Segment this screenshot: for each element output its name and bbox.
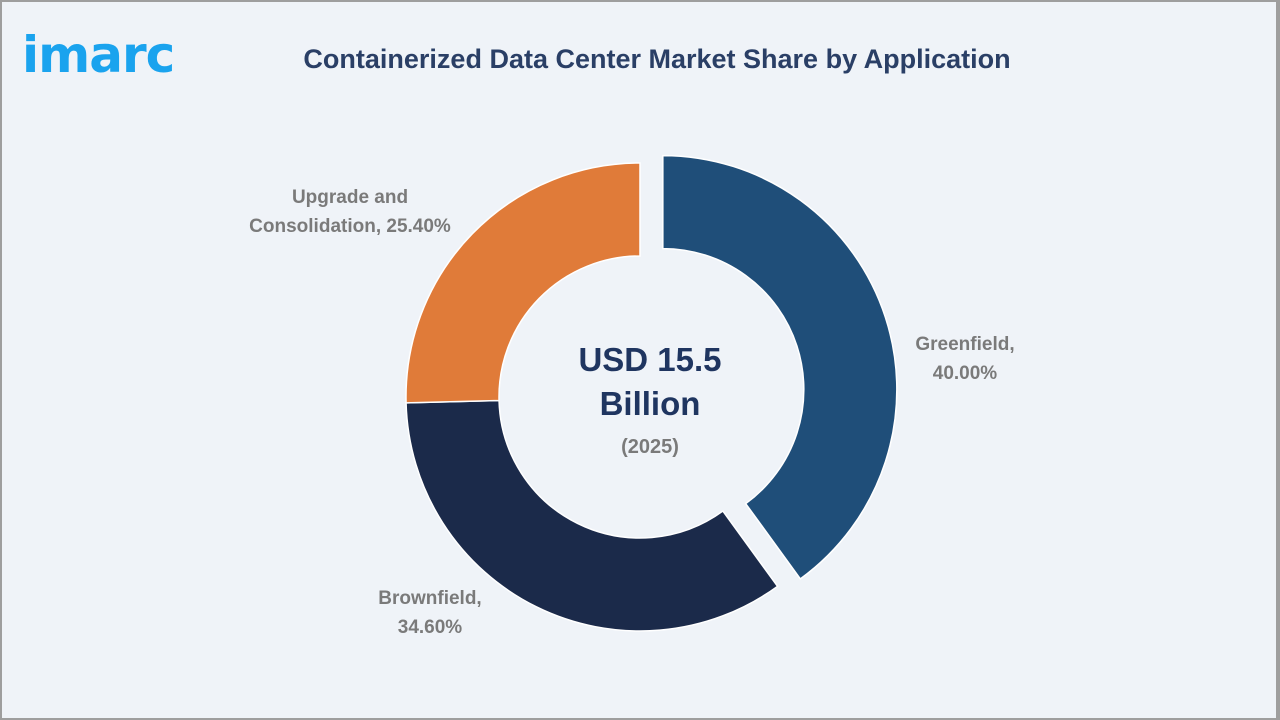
label-upgrade-consolidation: Upgrade and Consolidation, 25.40% xyxy=(249,187,451,237)
slice-upgrade-and-consolidation xyxy=(405,162,641,404)
center-unit: Billion xyxy=(599,385,701,422)
label-greenfield: Greenfield, 40.00% xyxy=(915,334,1015,384)
label-brownfield: Brownfield, 34.60% xyxy=(378,588,482,638)
slice-greenfield xyxy=(662,154,898,580)
center-total: USD 15.5 Billion xyxy=(520,338,780,426)
chart-title: Containerized Data Center Market Share b… xyxy=(303,44,1011,74)
center-value: USD 15.5 xyxy=(578,341,722,378)
slice-brownfield xyxy=(405,399,779,632)
center-year: (2025) xyxy=(621,436,679,458)
imarc-logo: imarc xyxy=(22,26,175,84)
